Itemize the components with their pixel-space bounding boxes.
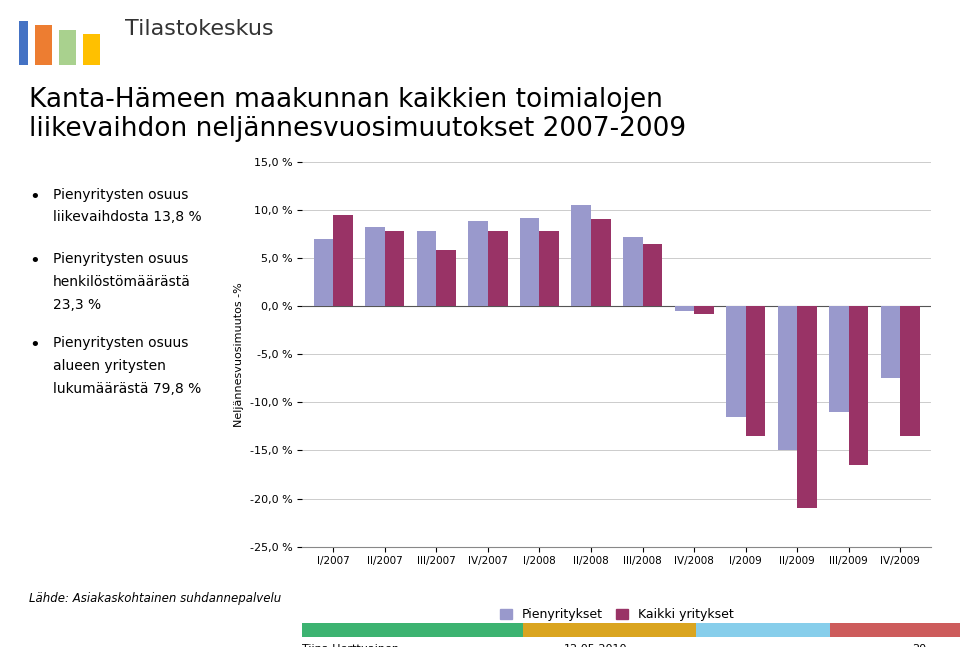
Bar [880,306,900,378]
Text: Tilastokeskus: Tilastokeskus [125,19,274,39]
Text: 12.05.2010: 12.05.2010 [564,644,627,647]
Bar [746,306,765,436]
Text: 20: 20 [912,644,926,647]
Text: Kanta-Hämeen maakunnan kaikkien toimialojen: Kanta-Hämeen maakunnan kaikkien toimialo… [29,87,662,113]
Text: Lähde: Asiakaskohtainen suhdannepalvelu: Lähde: Asiakaskohtainen suhdannepalvelu [29,592,281,605]
Bar [437,250,456,306]
Bar [333,215,353,306]
Text: lukumäärästä 79,8 %: lukumäärästä 79,8 % [53,382,201,396]
Bar [35,25,52,65]
Bar [83,34,100,65]
Bar [726,306,746,417]
Bar [675,306,694,311]
Text: •: • [29,336,39,355]
Text: Pienyritysten osuus: Pienyritysten osuus [53,336,188,351]
Bar [314,239,333,306]
Text: liikevaihdon neljännesvuosimuutokset 2007-2009: liikevaihdon neljännesvuosimuutokset 200… [29,116,686,142]
Text: 23,3 %: 23,3 % [53,298,101,312]
Text: Tiina Herttuainen: Tiina Herttuainen [302,644,399,647]
Bar [591,219,611,306]
Bar [778,306,797,450]
Text: •: • [29,252,39,270]
Bar [694,306,713,314]
Bar [797,306,817,509]
Text: alueen yritysten: alueen yritysten [53,359,166,373]
Bar [417,231,437,306]
Text: henkilöstömäärästä: henkilöstömäärästä [53,275,191,289]
Text: Pienyritysten osuus: Pienyritysten osuus [53,188,188,202]
Bar [520,217,540,306]
Bar [642,243,662,306]
Bar [488,231,508,306]
Bar [540,231,559,306]
Y-axis label: Neljännesvuosimuutos -%: Neljännesvuosimuutos -% [234,282,245,426]
Bar [571,205,591,306]
Bar [623,237,642,306]
Bar [468,221,488,306]
Legend: Pienyritykset, Kaikki yritykset: Pienyritykset, Kaikki yritykset [494,603,739,626]
Text: Pienyritysten osuus: Pienyritysten osuus [53,252,188,267]
Bar [59,30,76,65]
Bar [365,227,385,306]
Bar [11,21,28,65]
Bar [849,306,868,465]
Bar [829,306,849,412]
Bar [900,306,920,436]
Bar [385,231,404,306]
Text: •: • [29,188,39,206]
Text: liikevaihdosta 13,8 %: liikevaihdosta 13,8 % [53,210,202,225]
